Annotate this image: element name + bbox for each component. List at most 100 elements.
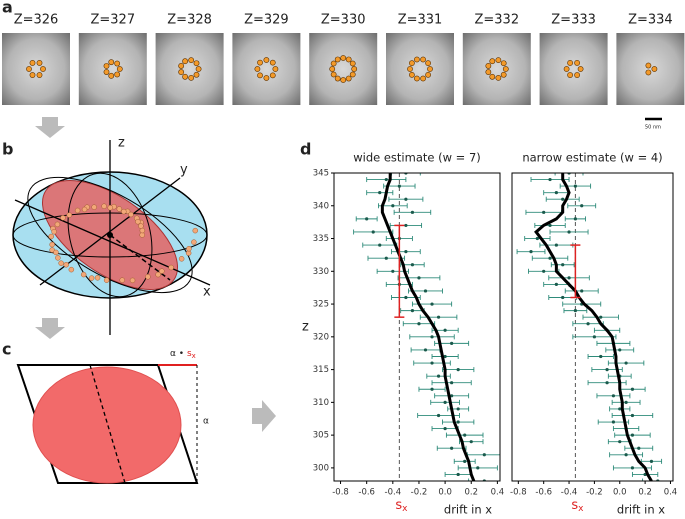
point bbox=[548, 256, 552, 260]
point bbox=[605, 367, 609, 372]
point bbox=[624, 400, 628, 404]
localization bbox=[502, 66, 509, 72]
localization bbox=[257, 59, 263, 66]
point bbox=[463, 433, 467, 437]
localization bbox=[329, 66, 336, 72]
point bbox=[450, 446, 454, 450]
sample-dot bbox=[119, 277, 125, 283]
panel-label: b bbox=[2, 140, 13, 159]
localization bbox=[108, 59, 115, 66]
x-tick-label: -0.6 bbox=[358, 488, 375, 498]
localization bbox=[36, 72, 43, 78]
plot-title: wide estimate (w = 7) bbox=[353, 151, 481, 165]
localization bbox=[574, 60, 580, 66]
point bbox=[554, 243, 558, 247]
sample-dot bbox=[135, 218, 141, 225]
sample-dot bbox=[94, 275, 101, 281]
x-tick-label: 0.2 bbox=[464, 488, 478, 498]
localization bbox=[340, 55, 347, 61]
point bbox=[443, 328, 447, 332]
localization bbox=[254, 66, 261, 72]
point bbox=[637, 446, 641, 450]
localization bbox=[349, 71, 356, 78]
sample-dot bbox=[192, 227, 199, 234]
slice-label: Z=333 bbox=[551, 13, 596, 28]
point bbox=[397, 184, 401, 188]
localization bbox=[420, 56, 426, 63]
x-tick-label: 0.4 bbox=[491, 488, 505, 498]
point bbox=[586, 322, 590, 326]
sample-dot bbox=[68, 266, 75, 273]
point bbox=[443, 400, 447, 404]
point bbox=[567, 276, 571, 280]
side-label: α bbox=[203, 417, 209, 427]
sample-dot bbox=[145, 274, 151, 280]
point bbox=[649, 459, 654, 463]
axis-label: x bbox=[203, 285, 211, 300]
point bbox=[618, 440, 622, 444]
sample-dot bbox=[88, 275, 95, 281]
localization bbox=[495, 57, 502, 64]
point bbox=[580, 204, 584, 208]
localization bbox=[188, 57, 195, 64]
point bbox=[529, 250, 533, 254]
arrow bbox=[252, 400, 276, 432]
localization bbox=[114, 71, 121, 78]
plot: wide estimate (w = 7) -0.8 -0.6 -0.4 -0.2 0.0… bbox=[302, 151, 505, 517]
point bbox=[404, 223, 408, 228]
point bbox=[561, 197, 565, 201]
localization bbox=[40, 66, 46, 72]
slice-label: Z=331 bbox=[398, 13, 443, 28]
localization bbox=[500, 71, 507, 78]
x-tick-label: -0.8 bbox=[332, 488, 349, 498]
localization bbox=[178, 63, 185, 69]
x-tick-label: 0.0 bbox=[438, 488, 452, 498]
point bbox=[456, 420, 460, 424]
localization bbox=[425, 71, 431, 78]
sx-sub: x bbox=[578, 504, 584, 514]
point bbox=[561, 295, 565, 300]
point bbox=[436, 315, 441, 319]
point bbox=[384, 256, 388, 260]
slice-image bbox=[155, 33, 224, 105]
axis-label: y bbox=[180, 163, 188, 178]
sample-dot bbox=[66, 212, 73, 218]
sx-label: sx bbox=[571, 498, 584, 514]
arrow bbox=[35, 117, 65, 138]
localization bbox=[485, 69, 492, 75]
y-tick-label: 325 bbox=[313, 300, 329, 310]
localization bbox=[567, 72, 574, 78]
sample-dot bbox=[63, 262, 69, 268]
localization bbox=[193, 60, 200, 67]
sample-dot bbox=[186, 245, 192, 252]
sample-dot bbox=[178, 256, 185, 262]
point bbox=[592, 335, 597, 339]
x-tick-label: 0.2 bbox=[638, 488, 652, 498]
y-tick-label: 330 bbox=[313, 267, 329, 277]
x-tick-label: -0.2 bbox=[411, 488, 428, 498]
sx-symbol: s bbox=[395, 498, 402, 513]
localization bbox=[330, 60, 337, 67]
sample-dot bbox=[51, 228, 57, 235]
point bbox=[554, 191, 558, 195]
localization bbox=[36, 60, 43, 66]
y-tick-label: 305 bbox=[313, 431, 329, 441]
localization bbox=[195, 66, 202, 72]
localization bbox=[340, 77, 347, 83]
panel-label: a bbox=[2, 0, 13, 17]
localization bbox=[269, 72, 276, 79]
y-tick-label: 310 bbox=[313, 398, 329, 408]
slice-label: Z=334 bbox=[628, 13, 673, 28]
slice-image bbox=[386, 33, 454, 105]
point bbox=[456, 367, 460, 372]
point bbox=[463, 459, 467, 463]
point bbox=[391, 204, 395, 208]
slice-image bbox=[2, 33, 70, 105]
slice-image bbox=[462, 33, 531, 105]
localization bbox=[103, 69, 110, 75]
plot-frame bbox=[333, 172, 501, 482]
point bbox=[378, 243, 382, 247]
point bbox=[443, 426, 447, 431]
x-tick-label: 0.4 bbox=[664, 488, 678, 498]
point bbox=[573, 184, 577, 188]
